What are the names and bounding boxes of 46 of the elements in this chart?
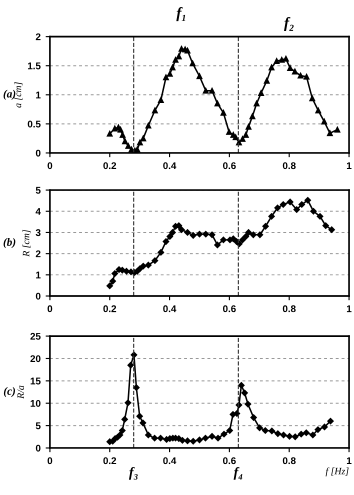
x-tick-label: 0.6 [223, 457, 236, 464]
x-tick-label: 0.6 [223, 162, 236, 170]
text: (a) [4, 90, 16, 100]
y-tick-label: 10 [30, 400, 40, 407]
y-tick-label: 15 [30, 378, 41, 384]
text: (b) [4, 238, 16, 248]
annotation: f₁ [176, 7, 186, 22]
x-tick-label: 0 [48, 162, 52, 170]
x-tick-label: 0.2 [103, 305, 116, 312]
x-tick-label: 0.4 [163, 457, 176, 464]
y-axis-title: R [cm] [22, 230, 31, 257]
x-tick-label: 1 [346, 305, 352, 312]
x-tick-label: 1 [346, 457, 352, 464]
annotation: f₂ [284, 16, 294, 31]
x-tick-label: 0.8 [282, 305, 296, 312]
y-tick-label: 0 [36, 150, 40, 157]
y-tick-label: 20 [30, 355, 40, 362]
y-tick-label: 3 [36, 229, 41, 236]
y-axis-title: a [cm] [14, 82, 22, 108]
y-tick-label: 5 [36, 186, 41, 194]
x-tick-label: 0.2 [103, 162, 116, 170]
y-tick-label: 1 [36, 272, 41, 278]
y-tick-label: 2 [36, 33, 40, 40]
x-tick-label: 0 [48, 305, 52, 312]
y-tick-label: 5 [36, 422, 41, 430]
x-tick-label: 1 [346, 162, 352, 170]
y-tick-label: 0 [36, 292, 40, 300]
x-tick-label: 0.4 [163, 305, 176, 312]
y-tick-label: 25 [30, 332, 41, 340]
text: (c) [4, 387, 15, 398]
ref-line-label: f₃ [128, 466, 138, 480]
y-tick-label: 2 [36, 250, 40, 258]
y-tick-label: 0 [36, 444, 40, 452]
y-tick-label: 0.5 [28, 120, 41, 128]
x-axis-title: f [Hz] [326, 467, 349, 476]
y-axis-title: R/a [17, 386, 24, 399]
ref-line-label: f₄ [234, 466, 242, 480]
y-tick-label: 4 [36, 208, 41, 215]
x-tick-label: 0.8 [282, 162, 296, 170]
x-tick-label: 0.6 [223, 305, 236, 312]
x-tick-label: 0.8 [282, 457, 296, 464]
x-tick-label: 0 [48, 457, 52, 464]
y-tick-label: 1 [36, 92, 41, 98]
x-tick-label: 0.4 [163, 162, 176, 170]
y-tick-label: 1.5 [28, 62, 41, 70]
x-tick-label: 0.2 [103, 457, 116, 464]
